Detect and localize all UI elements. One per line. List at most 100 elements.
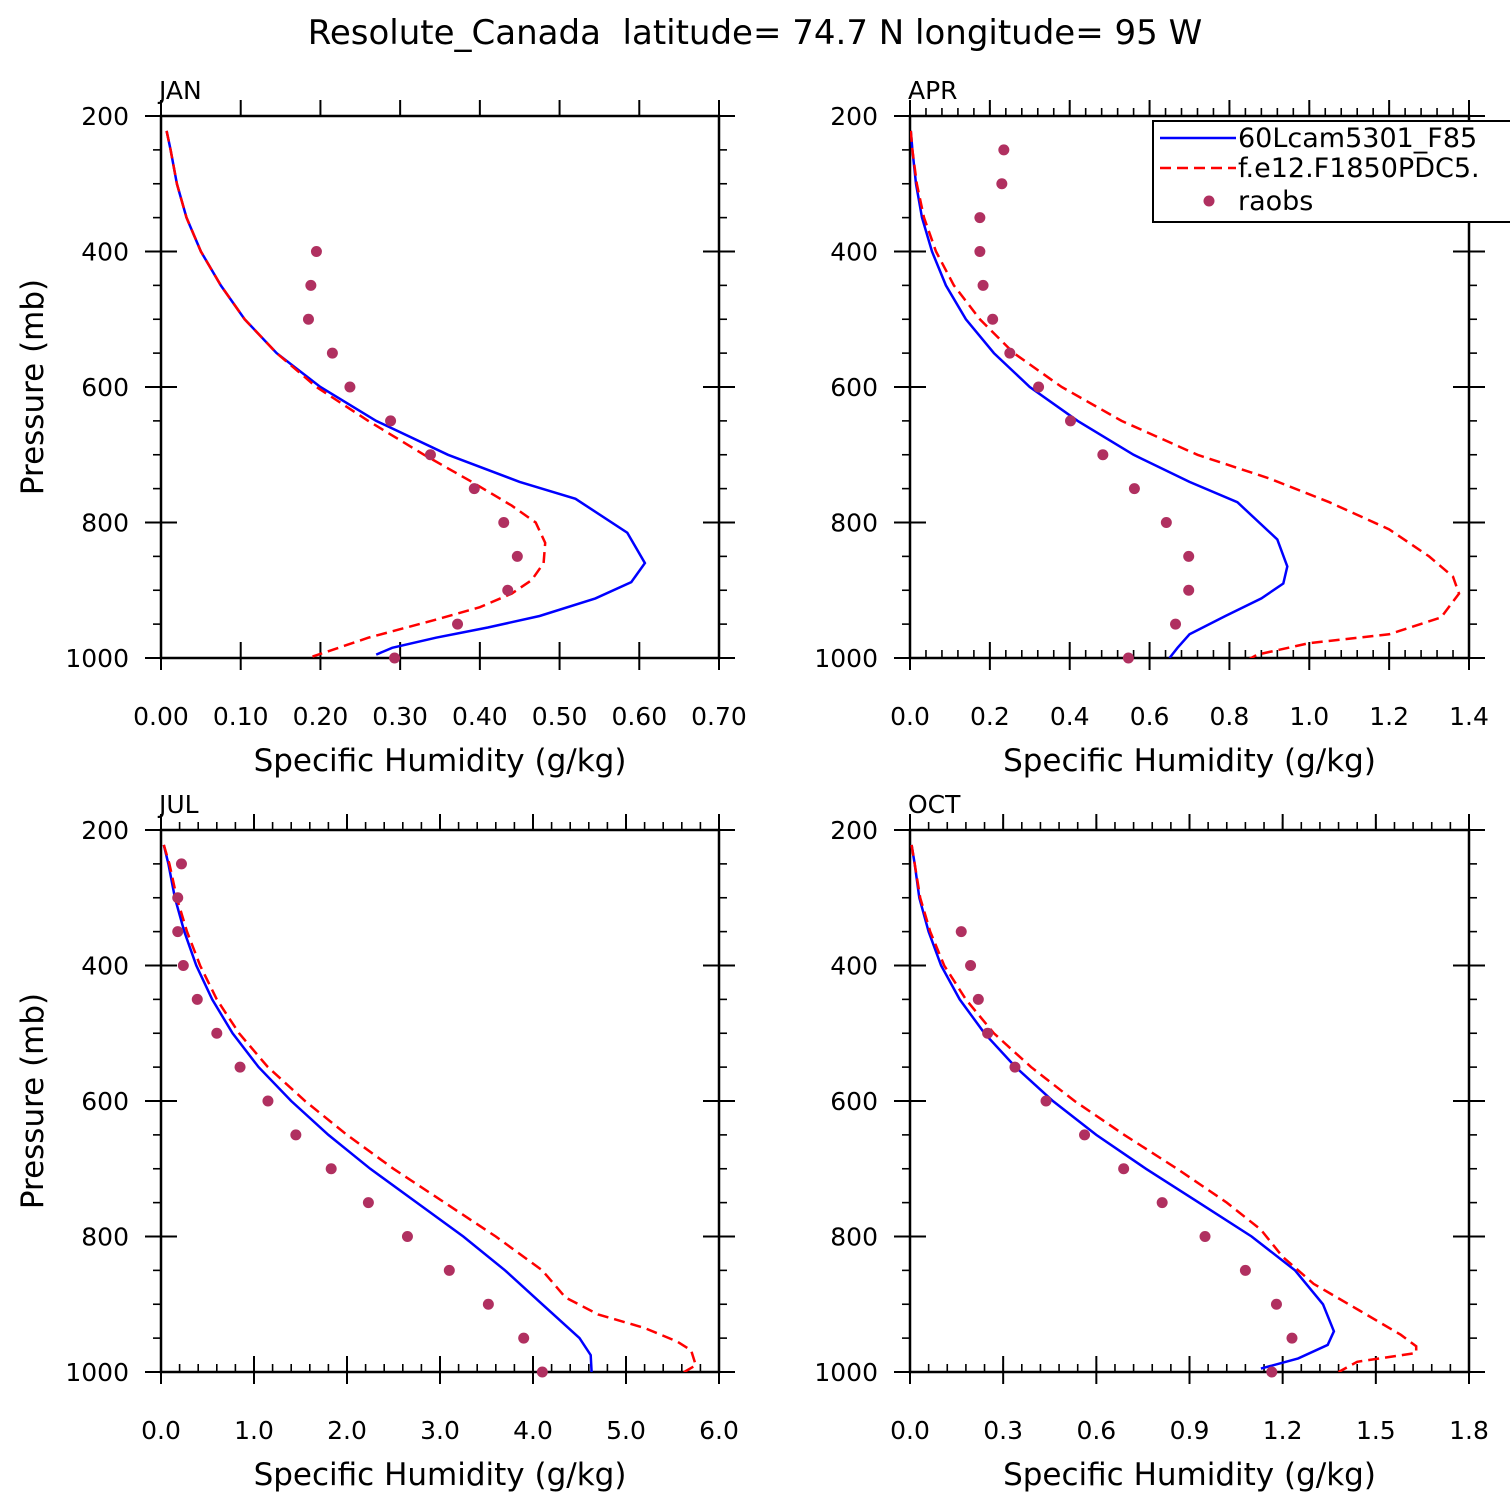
x-tick-label: 0.50 — [532, 702, 588, 731]
x-tick-label: 0.2 — [970, 702, 1010, 731]
x-tick-label: 0.6 — [1076, 1416, 1116, 1445]
x-tick-label: 0.20 — [293, 702, 349, 731]
x-tick-label: 2.0 — [327, 1416, 367, 1445]
raobs-point — [191, 993, 203, 1005]
raobs-point — [987, 313, 999, 325]
y-tick-label: 600 — [81, 373, 129, 402]
x-tick-label: 1.2 — [1369, 702, 1409, 731]
panel-apr: 0.0 0.2 0.4 0.6 0.8 1.0 1.2 1.4 200 400 600 800 1000… — [814, 76, 1489, 779]
raobs-point — [996, 178, 1008, 190]
raobs-point — [1122, 652, 1134, 664]
legend-label: 60Lcam5301_F85 — [1238, 123, 1477, 154]
x-tick-label: 1.4 — [1449, 702, 1489, 731]
y-tick-label: 800 — [830, 1223, 878, 1252]
raobs-point — [1170, 618, 1182, 630]
y-axis-title: Pressure (mb) — [15, 993, 51, 1209]
raobs-point — [1079, 1129, 1091, 1141]
x-tick-label: 0.00 — [133, 702, 189, 731]
raobs-point — [1118, 1163, 1130, 1175]
y-tick-label: 800 — [830, 509, 878, 538]
raobs-point — [1065, 415, 1077, 427]
raobs-point — [290, 1129, 302, 1141]
raobs-point — [468, 483, 480, 495]
y-tick-label: 200 — [81, 102, 129, 131]
panel-label: JAN — [157, 76, 202, 105]
raobs-point — [443, 1264, 455, 1276]
raobs-point — [536, 1366, 548, 1378]
raobs-point — [1239, 1264, 1251, 1276]
raobs-point — [974, 212, 986, 224]
x-tick-label: 0.9 — [1170, 1416, 1210, 1445]
raobs-point — [972, 993, 984, 1005]
panel-label: JUL — [157, 790, 199, 819]
raobs-point — [482, 1298, 494, 1310]
raobs-point — [1033, 381, 1045, 393]
series-line-model1 — [165, 130, 647, 656]
raobs-point — [955, 926, 967, 938]
series-line-model1 — [910, 844, 1336, 1370]
raobs-point — [234, 1061, 246, 1073]
y-tick-label: 200 — [830, 816, 878, 845]
y-tick-label: 400 — [81, 238, 129, 267]
panel-label: APR — [908, 76, 958, 105]
series-line-model2 — [165, 130, 547, 658]
raobs-point — [498, 517, 510, 528]
raobs-point — [974, 246, 986, 257]
x-tick-label: 0.70 — [691, 702, 747, 731]
raobs-point — [1009, 1061, 1021, 1073]
legend-label: raobs — [1238, 186, 1313, 217]
raobs-point — [1183, 550, 1195, 562]
series-line-model2 — [910, 844, 1418, 1372]
series-line-model1 — [910, 130, 1289, 658]
x-tick-label: 4.0 — [513, 1416, 553, 1445]
raobs-point — [1266, 1366, 1278, 1378]
x-tick-label: 6.0 — [699, 1416, 739, 1445]
x-tick-label: 0.0 — [890, 702, 930, 731]
raobs-point — [1286, 1332, 1298, 1344]
raobs-point — [1183, 584, 1195, 596]
raobs-point — [1097, 449, 1109, 461]
y-tick-label: 400 — [830, 238, 878, 267]
y-tick-label: 200 — [830, 102, 878, 131]
raobs-point — [965, 960, 977, 971]
y-tick-label: 600 — [830, 1087, 878, 1116]
raobs-point — [325, 1163, 337, 1175]
panels: 0.00 0.10 0.20 0.30 0.40 0.50 0.60 0.70 200 400 60… — [15, 76, 1489, 1493]
raobs-point — [305, 279, 317, 291]
raobs-point — [344, 381, 356, 393]
raobs-point — [982, 1027, 994, 1039]
x-tick-label: 0.3 — [983, 1416, 1023, 1445]
x-axis-title: Specific Humidity (g/kg) — [1003, 743, 1376, 779]
plot-frame — [908, 828, 1471, 1374]
raobs-point — [1128, 483, 1140, 495]
raobs-point — [211, 1027, 223, 1039]
raobs-point — [310, 246, 322, 257]
figure-title: Resolute_Canada latitude= 74.7 N longitu… — [308, 13, 1202, 53]
panel-jan: 0.00 0.10 0.20 0.30 0.40 0.50 0.60 0.70 200 400 60… — [15, 76, 747, 779]
y-tick-label: 400 — [81, 952, 129, 981]
series-line-model2 — [162, 844, 698, 1372]
raobs-point — [389, 652, 401, 664]
series-group — [165, 130, 647, 658]
x-tick-label: 0.6 — [1130, 702, 1170, 731]
raobs-point — [326, 347, 338, 359]
x-tick-label: 0.30 — [372, 702, 428, 731]
legend-marker-raobs — [1203, 195, 1215, 207]
raobs-point — [175, 858, 187, 870]
series-group — [910, 844, 1418, 1372]
x-tick-label: 1.0 — [234, 1416, 274, 1445]
raobs-point — [1199, 1231, 1211, 1242]
y-tick-label: 1000 — [814, 1358, 878, 1387]
raobs-point — [177, 960, 189, 971]
series-group — [910, 130, 1461, 658]
raobs-point — [385, 415, 397, 427]
raobs-point — [1270, 1298, 1282, 1310]
x-tick-label: 0.40 — [452, 702, 508, 731]
x-tick-label: 3.0 — [420, 1416, 460, 1445]
y-tick-label: 600 — [81, 1087, 129, 1116]
raobs-point — [262, 1095, 274, 1107]
raobs-point — [172, 926, 184, 938]
raobs-point — [1160, 517, 1172, 528]
raobs-point — [511, 550, 523, 562]
